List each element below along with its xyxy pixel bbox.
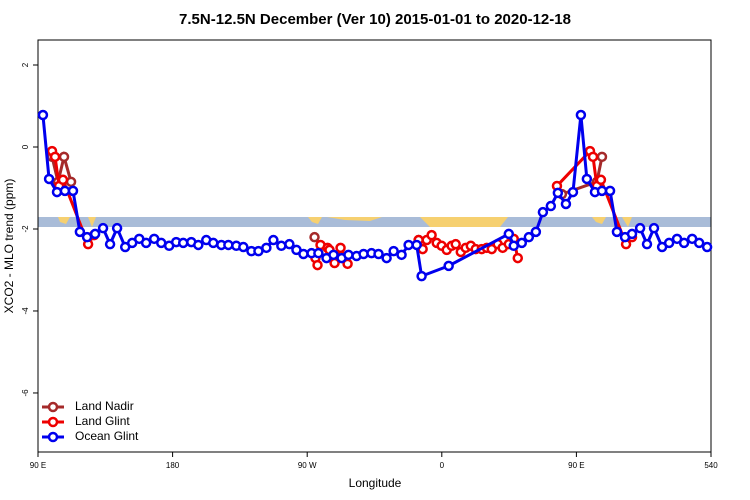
point [268, 234, 279, 246]
x-tick-label: 90 W [298, 461, 317, 470]
point [59, 185, 71, 197]
legend-label: Land Glint [75, 414, 130, 428]
point [313, 247, 324, 259]
point [552, 187, 564, 199]
point [411, 239, 422, 251]
point [537, 206, 549, 218]
point [43, 173, 55, 185]
point [581, 173, 593, 185]
point [595, 174, 607, 186]
y-tick-label: -4 [21, 307, 30, 315]
point [328, 249, 339, 261]
x-axis-label: Longitude [349, 476, 402, 490]
series [46, 145, 638, 271]
point [611, 226, 623, 238]
point [626, 228, 638, 240]
point [373, 248, 384, 260]
legend-marker [47, 431, 59, 443]
point [648, 222, 660, 234]
point [641, 238, 653, 250]
y-tick-label: -2 [21, 225, 30, 233]
point [443, 260, 454, 272]
y-tick-label: 2 [21, 62, 30, 67]
point [104, 238, 116, 250]
point [57, 174, 69, 186]
x-tick-label: 540 [704, 461, 718, 470]
point [678, 237, 690, 249]
point [512, 252, 524, 264]
point [388, 245, 399, 257]
y-tick-label: -6 [21, 389, 30, 397]
x-tick-label: 180 [166, 461, 180, 470]
series-line [50, 150, 604, 196]
point [111, 222, 123, 234]
legend-marker [47, 416, 59, 428]
chart-title: 7.5N-12.5N December (Ver 10) 2015-01-01 … [179, 11, 571, 28]
point [81, 231, 93, 243]
series [37, 109, 713, 282]
point [261, 242, 272, 254]
point [343, 249, 354, 261]
point [587, 151, 599, 163]
point [208, 237, 219, 249]
point [634, 222, 646, 234]
point [596, 151, 608, 163]
legend-marker [47, 401, 59, 413]
point [403, 239, 414, 251]
point [177, 237, 189, 249]
legend-label: Ocean Glint [75, 429, 139, 443]
point [312, 259, 323, 271]
point [560, 198, 572, 210]
point [663, 237, 675, 249]
point [396, 249, 407, 261]
point [309, 231, 320, 243]
point [97, 222, 109, 234]
point [596, 185, 608, 197]
y-tick-label: 0 [21, 144, 30, 149]
point [67, 185, 79, 197]
point [381, 252, 392, 264]
point [426, 229, 437, 241]
point [193, 239, 204, 251]
legend-label: Land Nadir [75, 399, 134, 413]
point [693, 237, 705, 249]
point [503, 228, 515, 240]
point [284, 238, 295, 250]
plot-frame [37, 39, 712, 453]
point [450, 238, 461, 250]
point [58, 151, 70, 163]
point [701, 241, 713, 253]
point [335, 242, 346, 254]
point [51, 186, 63, 198]
point [140, 237, 152, 249]
x-tick-label: 90 E [30, 461, 46, 470]
point [37, 109, 49, 121]
y-axis-label: XCO2 - MLO trend (ppm) [2, 179, 16, 314]
point [49, 151, 61, 163]
point [604, 185, 616, 197]
point [545, 200, 557, 212]
land-strip [38, 217, 711, 227]
point [74, 226, 86, 238]
series [46, 150, 608, 246]
point [523, 231, 535, 243]
x-tick-label: 0 [440, 461, 445, 470]
point [65, 176, 77, 188]
point [567, 186, 579, 198]
point [575, 109, 587, 121]
point [530, 226, 542, 238]
point [89, 228, 101, 240]
land-shape [58, 217, 632, 227]
x-tick-label: 90 E [568, 461, 584, 470]
point [298, 248, 309, 260]
point [276, 240, 287, 252]
point [416, 270, 427, 282]
point [508, 240, 519, 252]
point [516, 237, 528, 249]
point [238, 241, 249, 253]
ocean-band [38, 217, 711, 227]
